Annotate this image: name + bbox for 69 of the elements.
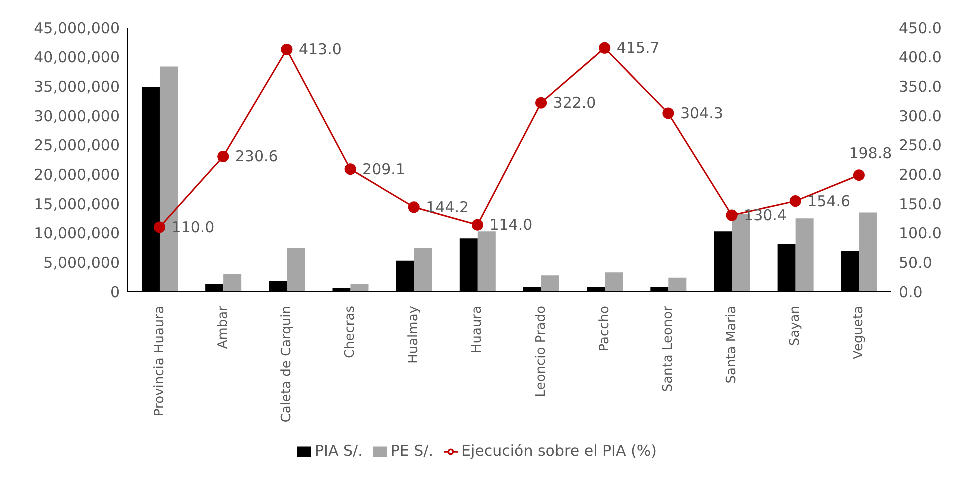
y-tick-label: 40,000,000 [34, 48, 120, 67]
y2-tick-label: 300.0 [899, 107, 942, 126]
data-label: 114.0 [490, 216, 533, 234]
point [790, 196, 802, 208]
x-tick-label: Huaura [470, 306, 486, 354]
bar [414, 248, 432, 292]
bar [796, 218, 814, 292]
x-tick-label: Hualmay [406, 306, 422, 364]
x-tick-label: Ambar [216, 305, 231, 350]
y2-tick-label: 450.0 [899, 19, 942, 38]
y-tick-label: 25,000,000 [34, 136, 120, 155]
y2-tick-label: 250.0 [899, 136, 942, 155]
point [408, 202, 420, 214]
x-tick-label: Leoncio Prado [534, 306, 549, 398]
bar [859, 212, 878, 292]
x-tick-label: Santa Leonor [660, 305, 676, 392]
x-tick-label: Paccho [597, 306, 612, 352]
x-tick-label: Santa Maria [724, 306, 740, 384]
y2-tick-label: 150.0 [899, 195, 942, 214]
y-tick-label: 20,000,000 [34, 166, 120, 184]
y-tick-label: 10,000,000 [34, 224, 120, 243]
data-label: 413.0 [298, 40, 342, 59]
y2-tick-label: 350.0 [899, 78, 942, 96]
legend-label: Ejecución sobre el PIA (%) [462, 442, 657, 460]
y2-tick-label: 0.0 [899, 283, 923, 302]
point [662, 108, 674, 120]
bar [350, 284, 369, 292]
data-label: 198.8 [849, 144, 892, 162]
data-label: 130.4 [744, 206, 787, 224]
point [726, 210, 738, 222]
x-tick-label: Provincia Huaura [152, 306, 168, 417]
point [154, 222, 166, 234]
data-label: 110.0 [172, 218, 215, 236]
y-tick-label: 35,000,000 [34, 78, 120, 96]
data-label: 154.6 [808, 192, 851, 210]
x-tick-label: Caleta de Carquin [279, 306, 294, 423]
bar [287, 248, 306, 292]
x-tick-label: Checras [343, 306, 358, 359]
legend-label: PE S/. [390, 442, 434, 460]
data-label: 144.2 [426, 198, 470, 216]
bar [478, 232, 496, 292]
y-tick-label: 30,000,000 [34, 107, 120, 126]
legend-label: PIA S/. [315, 442, 363, 460]
data-label: 230.6 [235, 148, 278, 166]
y2-tick-label: 200.0 [899, 166, 942, 184]
data-label: 415.7 [616, 39, 660, 58]
x-tick-label: Sayan [788, 306, 804, 346]
bar [605, 272, 624, 292]
data-label: 322.0 [553, 94, 596, 112]
y-tick-label: 0 [110, 283, 120, 302]
y2-tick-label: 400.0 [899, 48, 942, 67]
point [344, 164, 356, 176]
bar [668, 278, 687, 292]
data-label: 304.3 [680, 104, 724, 122]
point [536, 97, 548, 109]
point [281, 44, 293, 56]
point [853, 170, 865, 182]
point [218, 150, 230, 162]
y-tick-label: 45,000,000 [34, 19, 120, 38]
data-label: 209.1 [362, 160, 406, 178]
y-tick-label: 5,000,000 [44, 254, 120, 272]
point [599, 42, 611, 54]
y2-tick-label: 100.0 [899, 224, 942, 243]
bar [541, 276, 560, 292]
point [472, 219, 484, 231]
y-tick-label: 15,000,000 [34, 195, 120, 214]
x-tick-label: Vegueta [852, 306, 867, 360]
y2-tick-label: 50.0 [899, 254, 932, 272]
bar [224, 274, 242, 292]
